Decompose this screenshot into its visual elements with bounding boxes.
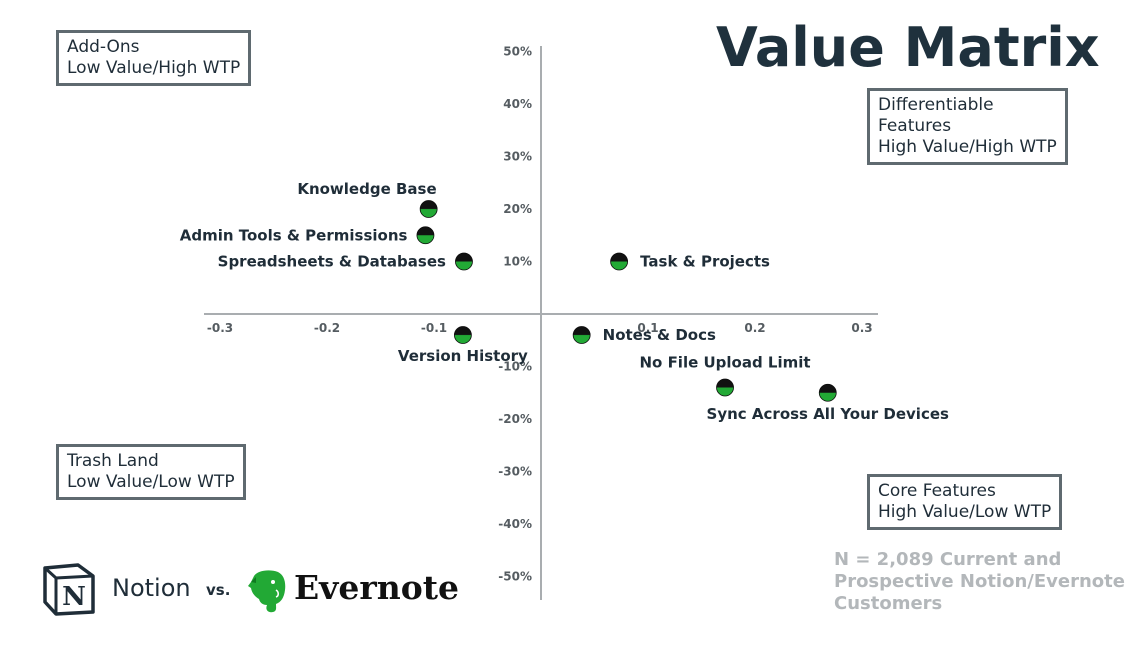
quadrant-core-features-title: Core Features <box>878 481 996 501</box>
quadrant-add-ons-title: Add-Ons <box>67 37 140 57</box>
quadrant-add-ons-subtitle: Low Value/High WTP <box>67 58 241 78</box>
svg-text:N: N <box>62 582 86 612</box>
data-point-label: Spreadsheets & Databases <box>218 253 446 271</box>
x-tick-label: 0.2 <box>744 321 765 335</box>
evernote-name: Evernote <box>294 568 459 607</box>
data-point <box>453 326 472 344</box>
data-point <box>416 226 435 245</box>
chart-points: Knowledge Base Admin Tools & Permissions S… <box>180 180 949 423</box>
sample-note-line-1: N = 2,089 Current and <box>834 549 1062 570</box>
data-point <box>818 383 837 402</box>
data-point <box>572 326 591 344</box>
y-tick-label: 10% <box>503 255 532 269</box>
x-tick-label: -0.3 <box>207 321 233 335</box>
evernote-elephant-icon <box>248 570 286 613</box>
data-point <box>419 200 438 218</box>
chart-tick-labels: -0.3 -0.2 -0.1 0.1 0.2 0.3 50% 40% 30% 20% 10% -10%… <box>207 45 873 584</box>
y-tick-label: -20% <box>498 412 532 426</box>
data-point <box>716 378 734 397</box>
quadrant-differentiable: Differentiable Features High Value/High … <box>867 88 1068 165</box>
quadrant-core-features: Core Features High Value/Low WTP <box>867 474 1063 530</box>
quadrant-differentiable-subtitle: High Value/High WTP <box>878 137 1057 157</box>
quadrant-differentiable-title-2: Features <box>878 116 952 136</box>
x-tick-label: -0.2 <box>314 321 340 335</box>
notion-name: Notion <box>112 574 191 602</box>
x-tick-label: 0.3 <box>851 321 872 335</box>
vs-label: vs. <box>206 581 231 599</box>
data-point-label: No File Upload Limit <box>639 354 810 372</box>
sample-note-line-3: Customers <box>834 593 943 614</box>
sample-size-note: N = 2,089 Current and Prospective Notion… <box>834 549 1134 615</box>
quadrant-add-ons: Add-Ons Low Value/High WTP <box>56 30 252 86</box>
y-tick-label: -50% <box>498 570 532 584</box>
data-point <box>455 252 473 271</box>
x-tick-label: -0.1 <box>421 321 447 335</box>
data-point-label: Sync Across All Your Devices <box>707 405 949 423</box>
data-point <box>610 252 629 271</box>
y-tick-label: 30% <box>503 150 532 164</box>
quadrant-trash-land-title: Trash Land <box>67 451 159 471</box>
y-tick-label: 50% <box>503 45 532 59</box>
data-point-label: Version History <box>398 347 528 365</box>
chart-title: Value Matrix <box>716 16 1100 79</box>
notion-logo-icon: N <box>43 563 95 616</box>
x-tick-label: 0.1 <box>637 321 658 335</box>
y-tick-label: -30% <box>498 465 532 479</box>
y-tick-label: 40% <box>503 97 532 111</box>
sample-note-line-2: Prospective Notion/Evernote <box>834 571 1125 592</box>
y-tick-label: 20% <box>503 202 532 216</box>
data-point-label: Notes & Docs <box>603 326 716 344</box>
quadrant-differentiable-title-1: Differentiable <box>878 95 994 115</box>
quadrant-core-features-subtitle: High Value/Low WTP <box>878 502 1052 522</box>
y-tick-label: -40% <box>498 517 532 531</box>
quadrant-trash-land-subtitle: Low Value/Low WTP <box>67 472 235 492</box>
data-point-label: Task & Projects <box>640 253 770 271</box>
quadrant-trash-land: Trash Land Low Value/Low WTP <box>56 444 246 500</box>
chart-axes <box>204 46 878 600</box>
data-point-label: Knowledge Base <box>297 180 436 198</box>
y-tick-label: -10% <box>498 360 532 374</box>
data-point-label: Admin Tools & Permissions <box>180 226 408 244</box>
